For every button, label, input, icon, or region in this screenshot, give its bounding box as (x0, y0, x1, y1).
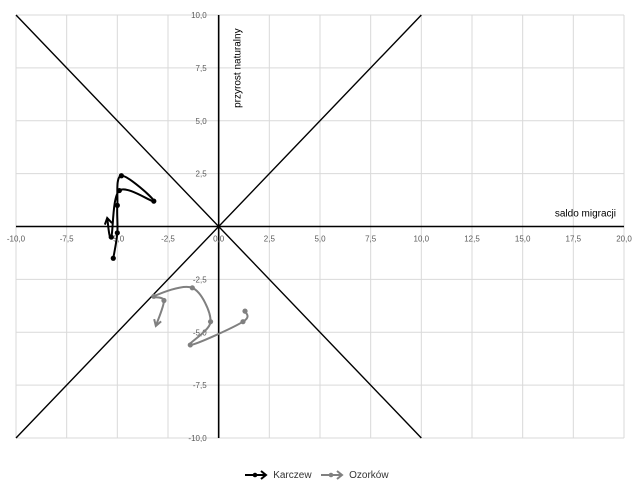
legend-label-karczew: Karczew (273, 470, 312, 481)
data-point (116, 187, 122, 194)
x-tick-label: 7,5 (365, 235, 377, 244)
data-point (189, 285, 195, 291)
series-group (103, 173, 249, 348)
data-point (161, 297, 167, 304)
x-tick-label: 20,0 (616, 235, 632, 244)
y-tick-label: -5,0 (193, 328, 207, 337)
data-point (240, 319, 246, 325)
x-tick-label: 12,5 (464, 235, 480, 244)
series-line-karczew (106, 174, 155, 259)
x-tick-label: 2,5 (264, 235, 276, 244)
x-axis-label: saldo migracji (555, 209, 616, 220)
data-point (151, 198, 157, 204)
y-tick-label: 10,0 (191, 11, 207, 20)
arrowhead-ozork-w (153, 318, 162, 328)
y-tick-label: 7,5 (196, 64, 208, 73)
legend-item-ozorkow: Ozorków (320, 470, 389, 481)
series-karczew (103, 173, 157, 261)
y-tick-label: -2,5 (193, 275, 207, 284)
y-tick-label: 5,0 (196, 117, 208, 126)
y-axis-label: przyrost naturalny (233, 28, 244, 107)
data-point (108, 234, 114, 240)
data-point (114, 230, 120, 236)
x-tick-label: 17,5 (566, 235, 582, 244)
legend-marker-ozorkow (321, 470, 344, 481)
x-tick-label: 0,0 (213, 235, 225, 244)
series-ozork-w (151, 285, 249, 348)
legend-label-ozorkow: Ozorków (349, 470, 389, 481)
data-point (151, 293, 157, 299)
x-tick-label: 5,0 (314, 235, 326, 244)
legend-item-karczew: Karczew (244, 470, 312, 481)
y-tick-labels: 10,0 7,5 5,0 2,5 -2,5 -5,0 -7,5 -10,0 (188, 11, 207, 443)
x-tick-label: 10,0 (414, 235, 430, 244)
x-tick-label: -7,5 (60, 235, 74, 244)
legend-marker-karczew (245, 470, 269, 481)
data-point (242, 308, 248, 314)
series-line-ozork-w (151, 285, 249, 346)
y-tick-label: -7,5 (193, 381, 207, 390)
x-tick-label: -10,0 (7, 235, 26, 244)
data-point (114, 202, 120, 208)
y-tick-label: 2,5 (196, 170, 208, 179)
data-point (110, 255, 116, 261)
x-tick-label: 15,0 (515, 235, 531, 244)
data-point (207, 319, 214, 325)
data-point (187, 342, 193, 348)
x-tick-labels: -10,0 -7,5 -5,0 -2,5 0,0 2,5 5,0 7,5 10,0 12,5 15,… (7, 235, 632, 244)
data-point (118, 173, 124, 179)
arrowhead-karczew (103, 216, 113, 225)
x-tick-label: -2,5 (161, 235, 175, 244)
legend: Karczew Ozorków (0, 470, 633, 481)
y-tick-label: -10,0 (188, 434, 207, 443)
